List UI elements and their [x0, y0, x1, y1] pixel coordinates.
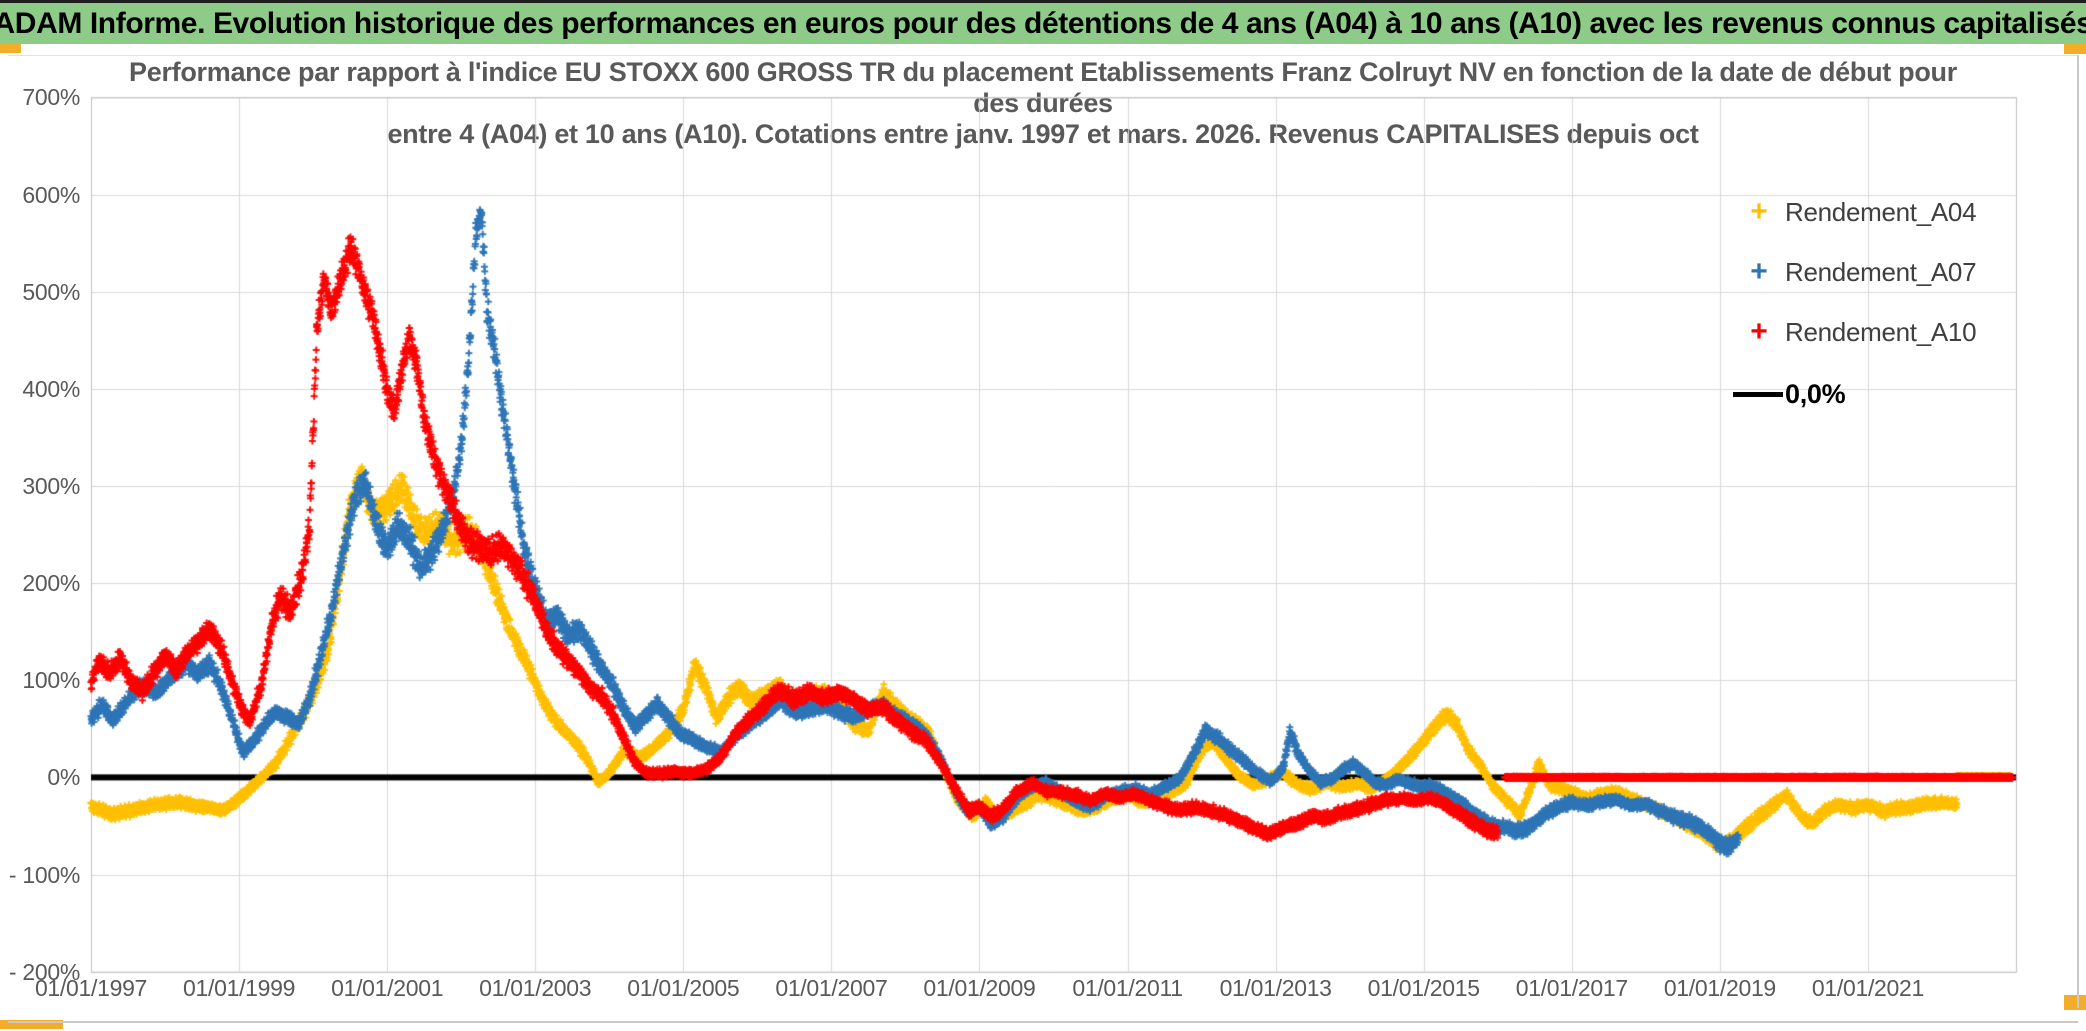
y-axis-tick-label: 600% [22, 181, 80, 208]
legend-item-rendement-a10[interactable]: + Rendement_A10 [1733, 312, 1976, 352]
x-axis-tick-label: 01/01/2005 [627, 975, 740, 1001]
y-axis-tick-label: 0% [47, 764, 80, 791]
x-axis-tick-label: 01/01/2011 [1072, 975, 1183, 1001]
y-axis-tick-label: - 100% [8, 861, 80, 888]
y-axis-tick-label: 300% [22, 472, 80, 499]
x-axis-tick-label: 01/01/2017 [1515, 975, 1628, 1001]
legend-label: Rendement_A10 [1785, 316, 1977, 347]
plus-marker-icon: + [1750, 315, 1768, 348]
x-axis-tick-label: 01/01/1997 [34, 975, 148, 1001]
y-axis-tick-label: 200% [22, 570, 80, 597]
legend-item-rendement-a07[interactable]: + Rendement_A07 [1733, 252, 1976, 292]
x-axis-tick-label: 01/01/1999 [183, 975, 296, 1001]
legend-label: Rendement_A04 [1785, 196, 1977, 227]
x-axis-tick-label: 01/01/2009 [923, 975, 1036, 1001]
legend-item-rendement-a04[interactable]: + Rendement_A04 [1733, 192, 1976, 232]
x-axis-tick-label: 01/01/2019 [1663, 975, 1776, 1001]
x-axis-tick-label: 01/01/2007 [775, 975, 888, 1001]
x-axis-tick-label: 01/01/2013 [1219, 975, 1332, 1001]
y-axis-tick-label: 100% [22, 667, 80, 694]
zero-line-swatch-icon [1733, 391, 1783, 397]
x-axis-tick-label: 01/01/2001 [331, 975, 444, 1001]
x-axis-tick-label: 01/01/2021 [1811, 975, 1925, 1001]
y-axis-tick-label: - 200% [8, 958, 80, 985]
plus-marker-icon: + [1750, 195, 1768, 228]
plus-marker-icon: + [1750, 255, 1768, 288]
legend-label: 0,0% [1785, 378, 1846, 409]
x-axis-tick-label: 01/01/2003 [479, 975, 592, 1001]
y-axis-tick-label: 700% [22, 84, 80, 111]
legend-label: Rendement_A07 [1785, 256, 1977, 287]
legend-item-zero-line[interactable]: 0,0% [1733, 374, 1846, 414]
y-axis-tick-label: 400% [22, 375, 80, 402]
x-axis-tick-label: 01/01/2015 [1367, 975, 1480, 1001]
y-axis-tick-label: 500% [22, 278, 80, 305]
